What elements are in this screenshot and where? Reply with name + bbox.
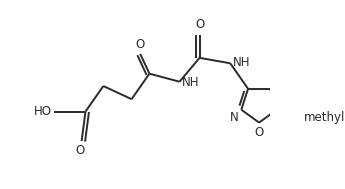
Text: NH: NH <box>182 76 199 89</box>
Text: N: N <box>230 111 239 124</box>
Text: O: O <box>76 144 85 157</box>
Text: NH: NH <box>233 56 250 69</box>
Text: HO: HO <box>34 105 52 118</box>
Text: methyl: methyl <box>304 111 345 124</box>
Text: O: O <box>136 38 145 51</box>
Text: O: O <box>255 126 264 139</box>
Text: O: O <box>196 18 205 31</box>
